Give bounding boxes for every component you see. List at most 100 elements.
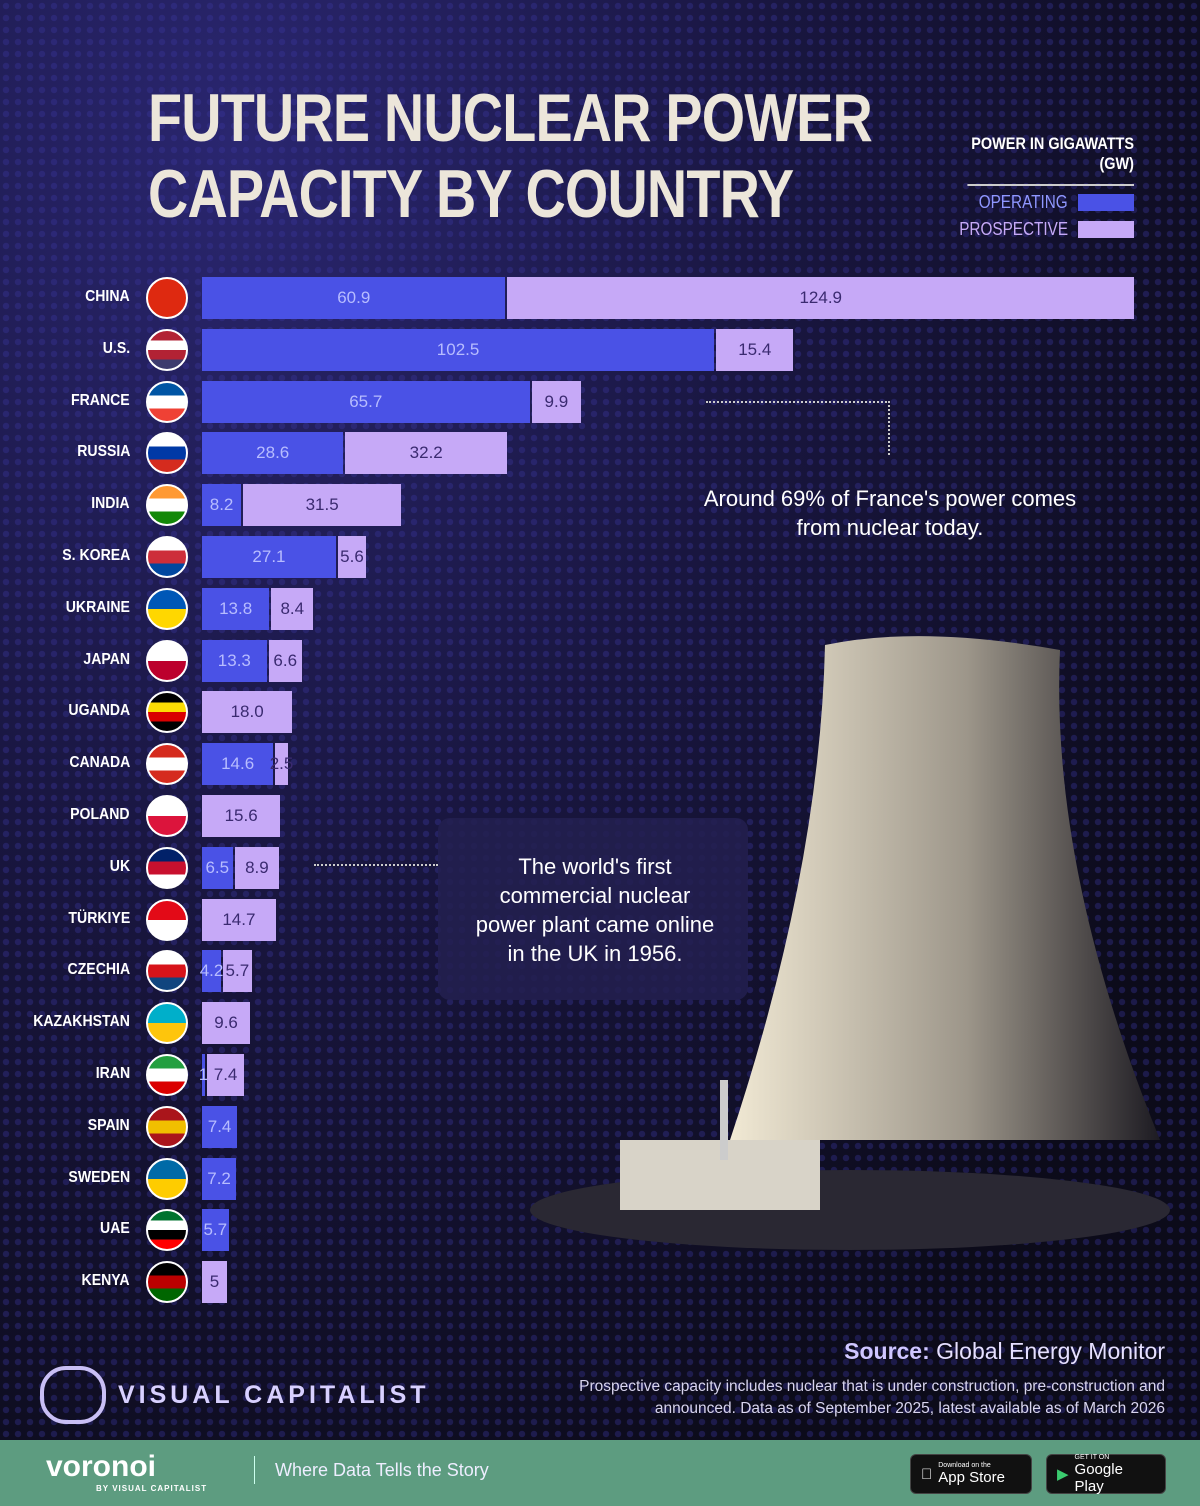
country-label: POLAND [70, 806, 130, 823]
app-store-label: App Store [927, 1469, 1005, 1486]
country-label: SWEDEN [68, 1168, 130, 1186]
legend-swatch-prospective [1078, 221, 1134, 238]
bar-operating: 5.7 [202, 1209, 229, 1252]
flag-icon [146, 277, 188, 319]
country-label: FRANCE [71, 391, 130, 409]
bar-operating: 13.3 [202, 639, 267, 682]
voronoi-logo[interactable]: voronoi BY VISUAL CAPITALIST [46, 1450, 207, 1493]
country-label: UKRAINE [65, 598, 130, 616]
country-label: KENYA [81, 1272, 130, 1290]
bar-operating: 1 [199, 1054, 208, 1096]
tagline: Where Data Tells the Story [254, 1456, 489, 1484]
cooling-tower-image [530, 636, 1170, 1250]
legend-item-operating: OPERATING [938, 192, 1134, 213]
footnote: Prospective capacity includes nuclear th… [579, 1378, 1165, 1417]
legend-title: POWER IN GIGAWATTS (GW) [967, 134, 1134, 186]
flag-icon [146, 743, 188, 786]
country-label: UGANDA [68, 702, 130, 720]
google-play-small: GET IT ON [1074, 1453, 1110, 1461]
flag-icon [146, 795, 188, 837]
bar-prospective: 15.6 [202, 795, 281, 837]
bar-operating: 8.2 [202, 484, 242, 527]
visual-capitalist-icon [40, 1366, 106, 1424]
chart-title: Future Nuclear Power Capacity by Country [148, 80, 873, 232]
bar-prospective: 6.6 [268, 639, 302, 682]
google-play-label: Google Play [1074, 1460, 1123, 1495]
bar-prospective: 5.7 [223, 950, 252, 993]
legend-label-prospective: PROSPECTIVE [959, 219, 1068, 239]
bar-operating: 6.5 [202, 846, 233, 889]
bar-operating: 28.6 [202, 432, 344, 475]
bar-prospective: 8.9 [234, 846, 280, 889]
brand-name: VISUAL CAPITALIST [118, 1380, 430, 1409]
country-label: TÜRKIYE [68, 909, 130, 927]
uk-annotation-box [438, 818, 748, 1000]
source: Source: Global Energy Monitor [844, 1338, 1165, 1365]
country-label: UK [109, 857, 130, 875]
flag-icon [146, 1002, 188, 1045]
bar-prospective: 124.9 [507, 277, 1134, 319]
bar-prospective: 31.5 [243, 484, 402, 527]
bar-operating: 27.1 [202, 536, 336, 578]
bar-chart: CHINA 60.9 124.9 U.S. 102.5 15.4 FRANCE 65.7 9.9… [33, 277, 1134, 1304]
country-label: KAZAKHSTAN [33, 1013, 130, 1031]
country-label: SPAIN [88, 1116, 130, 1134]
country-label: CHINA [85, 288, 130, 305]
legend-label-operating: OPERATING [979, 192, 1068, 212]
country-label: RUSSIA [76, 443, 130, 461]
uk-annotation-line [314, 864, 438, 866]
bar-operating: 14.6 [202, 743, 274, 786]
flag-icon [146, 1054, 188, 1096]
bar-operating: 60.9 [202, 277, 506, 319]
bar-operating: 102.5 [202, 328, 715, 371]
bar-prospective: 14.7 [202, 898, 276, 941]
legend-item-prospective: PROSPECTIVE [938, 219, 1134, 240]
uk-annotation: The world's first commercial nuclear pow… [475, 854, 715, 966]
country-label: UAE [100, 1220, 130, 1238]
legend-swatch-operating [1078, 194, 1134, 211]
bar-prospective: 5.6 [337, 536, 367, 578]
country-label: S. KOREA [61, 547, 130, 564]
bar-operating: 7.2 [202, 1157, 237, 1200]
bar-prospective: 15.4 [716, 328, 794, 371]
country-label: INDIA [91, 495, 130, 513]
bar-prospective: 5 [202, 1261, 228, 1304]
flag-icon [146, 846, 188, 889]
flag-icon [146, 898, 188, 941]
voronoi-logo-sub: BY VISUAL CAPITALIST [96, 1484, 208, 1493]
flag-icon [146, 432, 188, 475]
flag-icon [146, 328, 188, 371]
bar-prospective: 8.4 [271, 587, 314, 630]
flag-icon [146, 950, 188, 993]
bar-prospective: 32.2 [345, 432, 507, 475]
country-label: CANADA [68, 754, 130, 772]
country-label: CZECHIA [67, 961, 130, 979]
source-label: Source: [844, 1338, 930, 1364]
bar-operating: 4.2 [200, 950, 223, 993]
flag-icon [146, 1157, 188, 1200]
flag-icon [146, 1261, 188, 1304]
bar-operating: 13.8 [202, 587, 270, 630]
google-play-button[interactable]: ▶ GET IT ON Google Play [1046, 1453, 1166, 1495]
country-label: JAPAN [83, 650, 130, 668]
flag-icon [146, 1105, 188, 1148]
country-label: U.S. [102, 339, 130, 357]
flag-icon [146, 1209, 188, 1252]
title-line-2: Capacity by Country [148, 156, 794, 232]
flag-icon [146, 587, 188, 630]
legend: POWER IN GIGAWATTS (GW) OPERATING PROSPE… [938, 134, 1134, 240]
title-line-1: Future Nuclear Power [148, 80, 873, 156]
visual-capitalist-logo: VISUAL CAPITALIST [40, 1366, 430, 1424]
bar-operating: 7.4 [202, 1105, 238, 1148]
app-store-small: Download on the [927, 1462, 991, 1469]
bar-prospective: 9.6 [202, 1002, 251, 1045]
bar-prospective: 7.4 [207, 1054, 245, 1096]
flag-icon [146, 484, 188, 527]
apple-icon:  [921, 1466, 932, 1483]
voronoi-logo-text: voronoi [46, 1450, 156, 1483]
france-annotation-line [706, 401, 890, 455]
bar-prospective: 18.0 [202, 691, 293, 734]
flag-icon [146, 536, 188, 578]
france-annotation: Around 69% of France's power comes from … [703, 486, 1077, 540]
